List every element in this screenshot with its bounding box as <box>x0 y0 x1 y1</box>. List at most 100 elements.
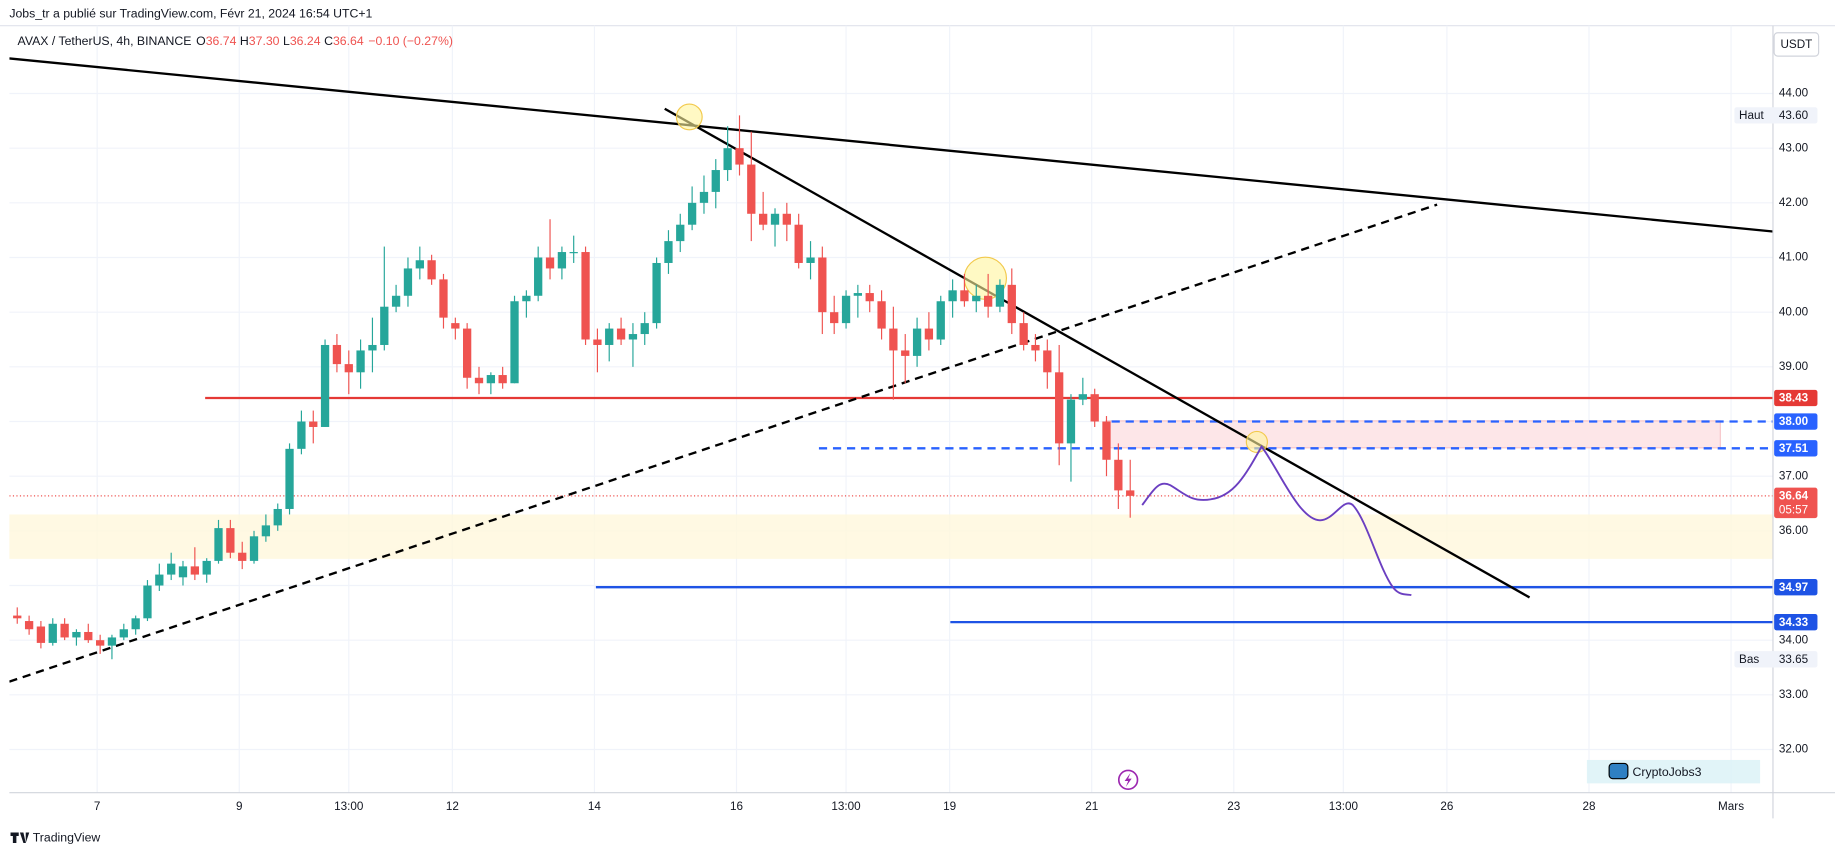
candle-body <box>1090 394 1099 422</box>
candle-body <box>368 344 377 351</box>
candle-body <box>415 260 424 269</box>
candle-body <box>652 262 661 324</box>
candle-body <box>498 375 507 384</box>
candle-body <box>380 306 389 345</box>
candle-body <box>131 618 140 630</box>
event-icon-bolt <box>1124 772 1132 787</box>
candle-body <box>853 293 862 296</box>
y-tick-label: 42.00 <box>1779 196 1809 209</box>
price-label: 38.43 <box>1779 392 1809 405</box>
price-label-bg <box>1774 578 1818 596</box>
candle-body <box>143 585 152 619</box>
x-tick-label: 9 <box>236 800 243 813</box>
price-label-bg <box>1774 487 1818 519</box>
x-tick-label: 23 <box>1227 800 1240 813</box>
candle-body <box>13 615 22 619</box>
candle-body <box>486 375 496 384</box>
candle-body <box>1066 399 1076 444</box>
symbol-legend: AVAX / TetherUS, 4h, BINANCE O36.74 H37.30… <box>18 34 453 48</box>
candle-body <box>285 448 294 509</box>
candle-body <box>1019 323 1028 345</box>
price-label: 34.97 <box>1779 581 1808 594</box>
candle-body <box>794 224 803 263</box>
candle-body <box>806 257 815 263</box>
candle-body <box>84 631 93 641</box>
high-marker-price: 43.60 <box>1779 109 1809 122</box>
y-tick-label: 34.00 <box>1779 633 1809 646</box>
legend-value: 36.64 <box>333 34 364 48</box>
x-tick-label: Mars <box>1718 800 1744 813</box>
x-tick-label: 26 <box>1440 800 1453 813</box>
candle-body <box>238 552 247 561</box>
candle-body <box>699 191 709 203</box>
candle-body <box>1055 372 1064 444</box>
y-tick-label: 36.00 <box>1779 524 1809 537</box>
support-zone <box>9 514 1773 559</box>
currency: USDT <box>1780 38 1812 51</box>
x-tick-label: 21 <box>1085 800 1098 813</box>
watermark-bg <box>1586 759 1761 784</box>
candle-body <box>119 629 128 638</box>
candle-body <box>782 213 791 225</box>
trendline <box>664 107 1531 599</box>
candle-body <box>912 328 922 356</box>
candle-body <box>759 213 768 225</box>
candle-body <box>522 295 531 302</box>
x-tick-label: 12 <box>446 800 459 813</box>
candle-body <box>901 350 910 356</box>
candle-body <box>841 295 851 324</box>
candle-body <box>640 323 649 335</box>
price-label-bg <box>1774 613 1818 631</box>
symbol: AVAX / TetherUS, 4h, BINANCE <box>18 34 192 48</box>
currency-box[interactable] <box>1773 32 1820 57</box>
x-tick-label: 13:00 <box>334 800 364 813</box>
x-tick-label: 13:00 <box>1329 800 1359 813</box>
candle-body <box>534 257 543 296</box>
drawings <box>9 57 1773 683</box>
candle-body <box>1043 350 1052 373</box>
watermark: CryptoJobs3 <box>1633 765 1702 779</box>
candle-body <box>107 637 117 646</box>
candle-body <box>687 202 697 225</box>
candle-body <box>356 350 365 373</box>
candle-body <box>439 279 448 318</box>
candle-body <box>960 290 969 302</box>
publisher-line: Jobs_tr a publié sur TradingView.com, Fé… <box>9 6 372 20</box>
price-label: 38.00 <box>1779 415 1809 428</box>
candle-body <box>332 344 342 365</box>
legend-change: −0.10 (−0.27%) <box>368 34 453 48</box>
price-label-bg <box>1774 389 1818 407</box>
low-marker-price: 33.65 <box>1779 653 1809 666</box>
candle-body <box>60 623 69 638</box>
low-marker-text: Bas <box>1739 653 1759 666</box>
candle-body <box>569 252 578 254</box>
candle-body <box>1126 490 1135 496</box>
candle-body <box>723 148 732 171</box>
candle-body <box>770 213 780 225</box>
candle-body <box>155 574 164 586</box>
candle-body <box>320 344 330 427</box>
candle-body <box>202 560 211 575</box>
y-tick-label: 40.00 <box>1779 305 1809 318</box>
watermark-icon <box>1608 762 1629 780</box>
candle-body <box>474 377 484 384</box>
candle-body <box>735 148 744 165</box>
price-label-bg <box>1774 413 1818 430</box>
x-tick-label: 16 <box>730 800 743 813</box>
candle-body <box>214 528 223 561</box>
footer: TradingView <box>33 831 101 845</box>
candle-body <box>510 301 519 384</box>
candle-body <box>297 421 306 449</box>
price-label: 37.51 <box>1779 442 1809 455</box>
legend-value: 37.30 <box>249 34 280 48</box>
candle-body <box>581 252 590 340</box>
high-marker-text: Haut <box>1739 109 1764 122</box>
y-tick-label: 44.00 <box>1779 87 1809 100</box>
candle-body <box>557 252 567 269</box>
candle-body <box>830 312 839 324</box>
forecast-path <box>1141 444 1412 597</box>
candle-body <box>924 328 934 340</box>
x-tick-label: 14 <box>588 800 602 813</box>
candle-body <box>664 241 673 263</box>
